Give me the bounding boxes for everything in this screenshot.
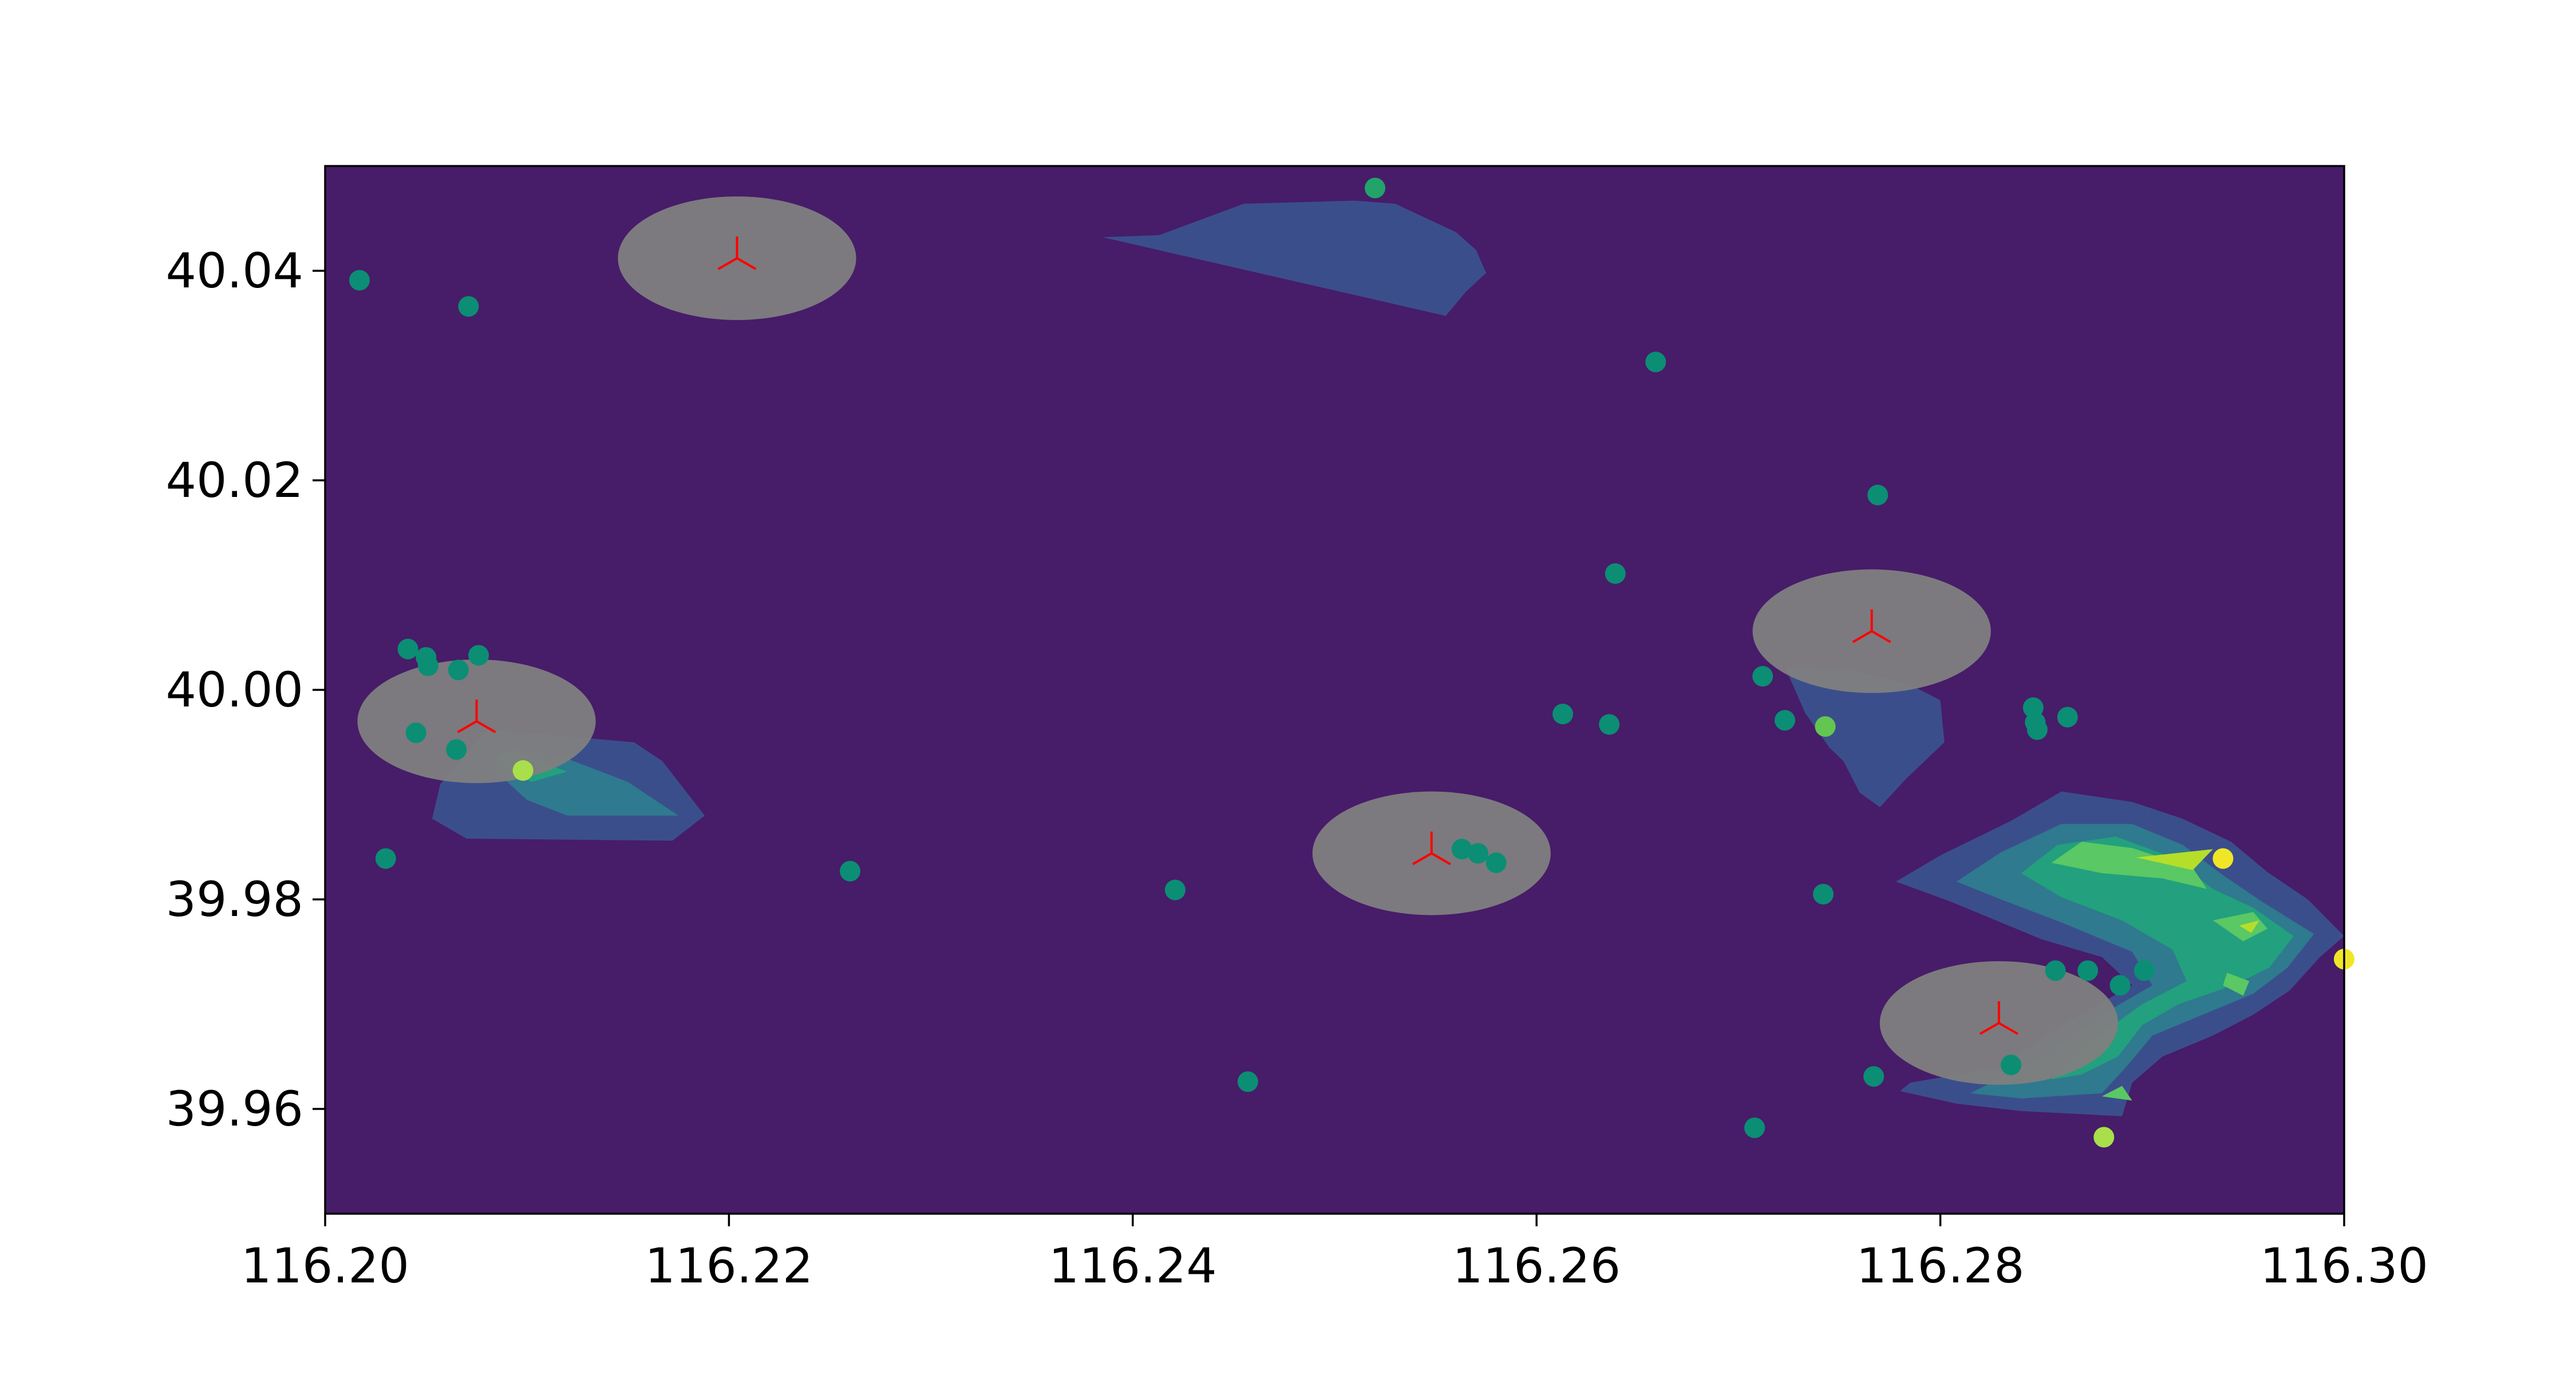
y-tick-label: 40.02	[166, 452, 303, 508]
scatter-point-2	[1365, 177, 1386, 199]
y-tick-label: 40.04	[166, 243, 303, 299]
contour-region-13	[2239, 920, 2259, 933]
scatter-point-1	[458, 296, 479, 317]
scatter-point-8	[417, 655, 438, 676]
scatter-point-28	[1744, 1117, 1765, 1138]
marker-layer	[457, 236, 2018, 1035]
scatter-point-39	[2212, 848, 2234, 869]
tri-marker-3	[1852, 609, 1891, 643]
scatter-point-10	[468, 645, 489, 666]
scatter-point-14	[375, 848, 396, 869]
scatter-point-24	[1775, 710, 1796, 731]
tri-marker-2	[1412, 831, 1451, 866]
scatter-point-4	[1867, 484, 1888, 506]
x-tick-label: 116.22	[645, 1238, 813, 1294]
scatter-point-31	[2026, 719, 2048, 740]
scatter-point-3	[1645, 352, 1666, 373]
tri-marker-0	[717, 236, 757, 270]
scatter-point-18	[1451, 839, 1472, 860]
x-tick-label: 116.28	[1856, 1238, 2025, 1294]
contour-region-0	[1102, 200, 1486, 316]
contour-region-9	[2212, 912, 2267, 942]
scatter-point-22	[1599, 714, 1620, 735]
scatter-point-21	[1552, 704, 1574, 725]
scatter-point-36	[2134, 960, 2155, 981]
y-tick-label: 39.98	[166, 871, 303, 927]
contour-region-12	[2136, 849, 2213, 870]
scatter-point-38	[2093, 1127, 2115, 1148]
scatter-point-33	[2045, 960, 2066, 981]
scatter-point-6	[397, 638, 418, 660]
contour-region-7	[2021, 836, 2294, 1080]
scatter-point-15	[840, 860, 861, 882]
tri-marker-1	[457, 699, 496, 733]
y-axis: 39.96 39.98 40.00 40.02 40.04	[166, 243, 325, 1137]
scatter-point-9	[448, 660, 469, 681]
x-tick-label: 116.26	[1452, 1238, 1621, 1294]
scatter-point-20	[1485, 852, 1507, 873]
scatter-point-34	[2077, 960, 2099, 981]
x-axis: 116.20 116.22 116.24 116.26 116.28 116.30	[241, 1214, 2428, 1294]
scatter-point-26	[1813, 883, 1834, 905]
scatter-point-25	[1815, 716, 1836, 737]
scatter-point-32	[2057, 706, 2078, 728]
contour-region-6	[1956, 824, 2314, 1099]
x-tick-label: 116.20	[241, 1238, 409, 1294]
point-layer	[349, 177, 2354, 1148]
scatter-point-13	[512, 760, 534, 781]
scatter-point-0	[349, 270, 370, 291]
contour-layer	[432, 200, 2344, 1116]
contour-region-11	[2101, 1085, 2132, 1101]
y-tick-label: 39.96	[166, 1081, 303, 1137]
scatter-point-23	[1752, 666, 1773, 687]
tri-marker-4	[1979, 1001, 2018, 1035]
contour-region-10	[2223, 973, 2250, 996]
scatter-point-27	[1863, 1066, 1884, 1087]
scatter-point-37	[2001, 1055, 2022, 1076]
scatter-point-11	[405, 722, 426, 744]
contour-region-8	[2051, 842, 2207, 889]
scatter-point-35	[2109, 975, 2131, 996]
scatter-point-12	[446, 739, 467, 760]
scatter-point-19	[1467, 843, 1488, 864]
x-tick-label: 116.30	[2260, 1238, 2428, 1294]
scatter-point-16	[1164, 879, 1186, 901]
y-tick-label: 40.00	[166, 662, 303, 718]
scatter-point-5	[1605, 563, 1626, 584]
x-tick-label: 116.24	[1049, 1238, 1217, 1294]
contour-region-4	[1785, 666, 1945, 807]
scatter-point-17	[1237, 1071, 1258, 1092]
